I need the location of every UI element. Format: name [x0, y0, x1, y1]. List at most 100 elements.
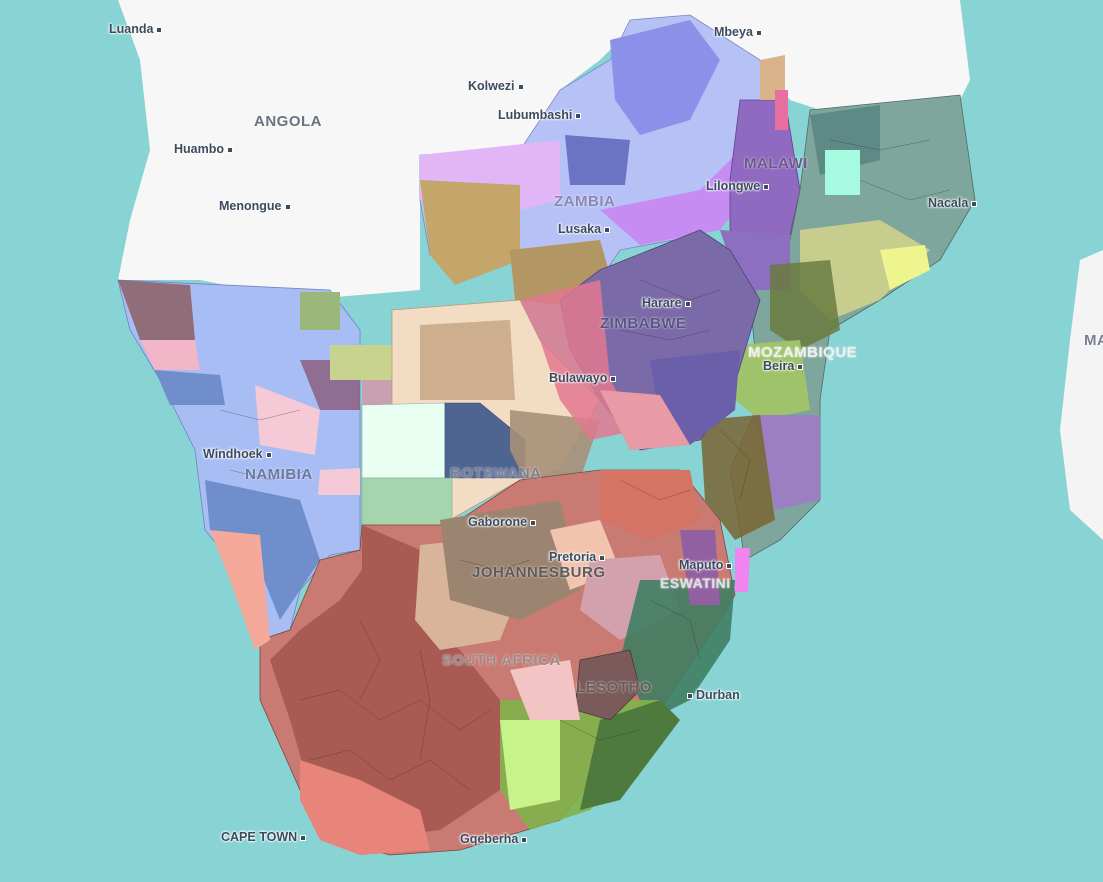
city-kolwezi[interactable]: Kolwezi	[468, 79, 527, 93]
region-sa-limpopo	[600, 470, 700, 540]
city-marker-icon	[575, 112, 582, 119]
region-moz-manica	[735, 340, 810, 420]
region-zambia-w	[420, 180, 520, 285]
city-pretoria-label: Pretoria	[549, 550, 597, 564]
region-sa-western-cape	[300, 760, 430, 855]
city-marker-icon	[530, 519, 537, 526]
region-zambia-e	[600, 150, 760, 245]
city-maputo[interactable]: Maputo	[679, 558, 735, 572]
city-windhoek-label: Windhoek	[203, 447, 263, 461]
region-botswana-east	[510, 410, 600, 490]
country-label-zimbabwe: ZIMBABWE	[600, 315, 687, 332]
city-marker-icon	[521, 836, 528, 843]
city-marker-icon	[684, 300, 691, 307]
region-moz-niassa	[825, 150, 860, 195]
city-lilongwe[interactable]: Lilongwe	[706, 179, 772, 193]
city-durban[interactable]: Durban	[684, 688, 740, 702]
region-moz-maputo	[735, 548, 750, 592]
region-botswana-north	[420, 320, 515, 400]
city-cape-town[interactable]: CAPE TOWN	[221, 830, 309, 844]
city-beira[interactable]: Beira	[763, 359, 806, 373]
region-caprivi-strip	[300, 292, 340, 330]
city-beira-label: Beira	[763, 359, 795, 373]
region-sa-northern-cape	[270, 525, 500, 840]
region-moz-nampula	[880, 245, 930, 290]
country-label-namibia: NAMIBIA	[245, 466, 313, 483]
city-marker-icon	[726, 562, 733, 569]
city-marker-icon	[599, 554, 606, 561]
region-namibia-s	[205, 480, 320, 620]
region-namibia-nw	[118, 280, 195, 340]
city-windhoek[interactable]: Windhoek	[203, 447, 275, 461]
city-marker-icon	[604, 226, 611, 233]
region-moz-sofala	[770, 260, 840, 350]
region-botswana-kgalagadi	[361, 477, 453, 526]
country-label-south-africa: SOUTH AFRICA	[442, 652, 561, 669]
city-gqeberha-label: Gqeberha	[460, 832, 519, 846]
city-marker-icon	[610, 375, 617, 382]
city-lusaka-label: Lusaka	[558, 222, 602, 236]
region-moz-inhambane	[755, 415, 820, 510]
country-label-eswatini: ESWATINI	[660, 575, 731, 591]
city-cape-town-label: CAPE TOWN	[221, 830, 298, 844]
city-luanda[interactable]: Luanda	[109, 22, 165, 36]
city-kolwezi-label: Kolwezi	[468, 79, 515, 93]
region-moz-gaza	[700, 415, 775, 540]
city-mbeya[interactable]: Mbeya	[714, 25, 765, 39]
city-marker-icon	[797, 363, 804, 370]
country-label-mozambique: MOZAMBIQUE	[748, 344, 858, 361]
country-label-malawi: MALAWI	[744, 155, 808, 172]
region-zambia-c	[565, 135, 630, 185]
city-bulawayo[interactable]: Bulawayo	[549, 371, 619, 385]
country-label-botswana: BOTSWANA	[450, 465, 542, 482]
region-malawi-n	[760, 55, 785, 100]
region-namibia-c2	[255, 385, 320, 455]
city-gaborone-label: Gaborone	[468, 515, 528, 529]
region-caprivi	[330, 345, 392, 380]
city-marker-icon	[755, 29, 762, 36]
city-lubumbashi[interactable]: Lubumbashi	[498, 108, 584, 122]
country-label-johannesburg: JOHANNESBURG	[472, 564, 606, 581]
region-sa-kzn	[620, 580, 735, 720]
city-gqeberha[interactable]: Gqeberha	[460, 832, 530, 846]
city-mbeya-label: Mbeya	[714, 25, 753, 39]
city-lilongwe-label: Lilongwe	[706, 179, 761, 193]
city-marker-icon	[284, 203, 291, 210]
city-lubumbashi-label: Lubumbashi	[498, 108, 573, 122]
region-sa-central-light	[510, 660, 580, 720]
city-nacala[interactable]: Nacala	[928, 196, 980, 210]
city-marker-icon	[156, 26, 163, 33]
country-label-zambia: ZAMBIA	[554, 193, 616, 210]
city-huambo-label: Huambo	[174, 142, 224, 156]
city-huambo[interactable]: Huambo	[174, 142, 236, 156]
city-harare-label: Harare	[642, 296, 682, 310]
country-label-madagascar-partial: MA	[1084, 332, 1103, 349]
country-label-angola: ANGOLA	[254, 113, 322, 130]
country-label-lesotho: LESOTHO	[576, 679, 653, 696]
region-namibia-e	[318, 468, 360, 495]
city-marker-icon	[763, 183, 770, 190]
region-sa-eastern-cape-light	[500, 720, 560, 810]
city-menongue[interactable]: Menongue	[219, 199, 294, 213]
region-zambia-n	[610, 20, 720, 135]
city-pretoria[interactable]: Pretoria	[549, 550, 608, 564]
district-borders	[219, 139, 951, 791]
city-marker-icon	[300, 834, 307, 841]
city-marker-icon	[517, 83, 524, 90]
city-marker-icon	[971, 200, 978, 207]
city-durban-label: Durban	[696, 688, 740, 702]
city-gaborone[interactable]: Gaborone	[468, 515, 539, 529]
region-botswana-ghanzi	[361, 402, 446, 479]
city-menongue-label: Menongue	[219, 199, 282, 213]
region-sa-nw	[440, 500, 580, 620]
city-harare[interactable]: Harare	[642, 296, 694, 310]
city-marker-icon	[227, 146, 233, 153]
land-north	[118, 0, 970, 300]
city-lusaka[interactable]: Lusaka	[558, 222, 613, 236]
region-malawi-ne	[775, 90, 788, 130]
region-namibia-c1	[155, 370, 225, 405]
region-sa-west	[210, 530, 270, 650]
land-madagascar	[1060, 250, 1103, 540]
